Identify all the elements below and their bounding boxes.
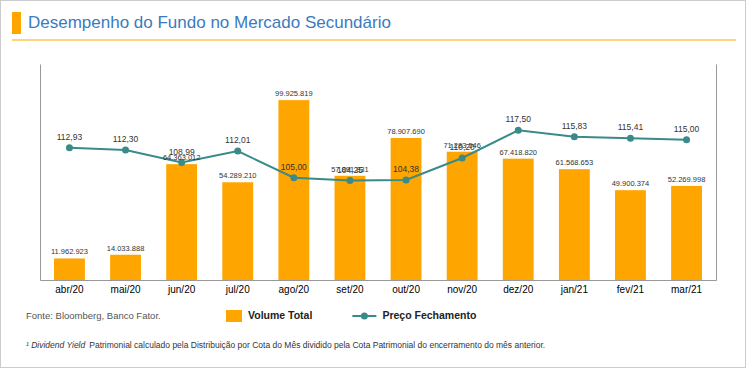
tick: jan/21 (560, 284, 589, 295)
marker (290, 174, 297, 181)
data-label: 110,20 (449, 142, 475, 152)
tick-label: nov/20 (447, 284, 477, 295)
tick: fev/21 (617, 284, 645, 295)
data-label: 115,41 (618, 122, 644, 132)
background (1, 1, 746, 368)
data-label: 67.418.820 (499, 148, 537, 157)
data-label: 112,30 (113, 134, 139, 144)
tick: jul/20 (225, 284, 250, 295)
tick: mar/21 (671, 284, 703, 295)
bar (278, 100, 309, 280)
footnote: Patrimonial calculado pela Distribuição … (89, 340, 545, 350)
axis-line (41, 280, 717, 281)
data-label: 104,25 (337, 165, 363, 175)
data-label: 52.269.998 (668, 175, 706, 184)
bar (671, 186, 702, 280)
data-label: 78.907.690 (387, 127, 425, 136)
data-label: 54.289.210 (219, 171, 257, 180)
y2-axis (716, 65, 717, 281)
legend-label: Preço Fechamento (382, 309, 476, 321)
data-label: 112,93 (57, 132, 83, 142)
data-label: 61.568.653 (556, 158, 594, 167)
data-label: 104,38 (393, 164, 419, 174)
tick-label: set/20 (336, 284, 364, 295)
tick-label: mar/21 (671, 284, 703, 295)
marker (459, 154, 466, 161)
tick: out/20 (392, 284, 420, 295)
footnote: ¹ Dividend Yield (26, 340, 85, 350)
tick-label: abr/20 (55, 284, 84, 295)
data-label: 49.900.374 (612, 179, 650, 188)
bar (166, 164, 197, 280)
tick: dez/20 (503, 284, 533, 295)
tick: jun/20 (167, 284, 196, 295)
marker (234, 148, 241, 155)
line (69, 130, 686, 180)
data-label: 11.962.923 (51, 247, 88, 256)
tick: nov/20 (447, 284, 477, 295)
tick: set/20 (336, 284, 364, 295)
data-label: 108,99 (169, 147, 195, 157)
data-label: 99.925.819 (275, 89, 313, 98)
bar (503, 159, 534, 280)
bar (447, 152, 478, 280)
bar (54, 258, 85, 280)
bar (615, 190, 646, 280)
marker (571, 133, 578, 140)
marker (627, 135, 634, 142)
axis-line (716, 65, 717, 281)
bar (222, 182, 253, 280)
tick: abr/20 (55, 284, 84, 295)
data-label: 115,00 (674, 124, 700, 134)
source: Fonte: Bloomberg, Banco Fator. (26, 310, 161, 321)
legend-swatch (226, 310, 242, 322)
tick: ago/20 (279, 284, 310, 295)
x-axis: abr/20 mai/20 jun/20 jul/20 ago/20 set/20 out/… (41, 281, 717, 296)
marker (66, 144, 73, 151)
marker (403, 177, 410, 184)
tick-label: out/20 (392, 284, 420, 295)
data-label: 105,00 (281, 162, 307, 172)
bar (559, 169, 590, 280)
data-label: 57.891.831 (331, 165, 369, 174)
title-accent (12, 12, 21, 34)
legend-marker (361, 313, 368, 320)
data-label: 117,50 (506, 114, 532, 124)
plot-area (54, 100, 702, 280)
data-label: 14.033.888 (107, 244, 145, 253)
marker (122, 147, 129, 154)
tick-label: jul/20 (225, 284, 250, 295)
title: Desempenho do Fundo no Mercado Secundári… (28, 13, 391, 32)
marker (515, 127, 522, 134)
y-axis (40, 65, 41, 281)
bar (110, 255, 141, 280)
marker (346, 177, 353, 184)
tick: mai/20 (111, 284, 141, 295)
data-label: 115,83 (562, 121, 588, 131)
chart: Desempenho do Fundo no Mercado Secundári… (0, 0, 746, 368)
tick-label: mai/20 (111, 284, 141, 295)
bar (391, 138, 422, 280)
legend-label: Volume Total (248, 309, 312, 321)
bar (335, 176, 366, 280)
title-rule (12, 39, 736, 40)
tick-label: dez/20 (503, 284, 533, 295)
tick-label: fev/21 (617, 284, 645, 295)
tick-label: jan/21 (560, 284, 589, 295)
axis-line (40, 65, 41, 281)
data-labels: 11.962.92314.033.88864.363.01254.289.210… (51, 89, 705, 256)
marker (683, 136, 690, 143)
tick-label: ago/20 (279, 284, 310, 295)
data-label: 112,01 (225, 135, 251, 145)
tick-label: jun/20 (167, 284, 196, 295)
legend: Volume Total Preço Fechamento (226, 309, 476, 322)
